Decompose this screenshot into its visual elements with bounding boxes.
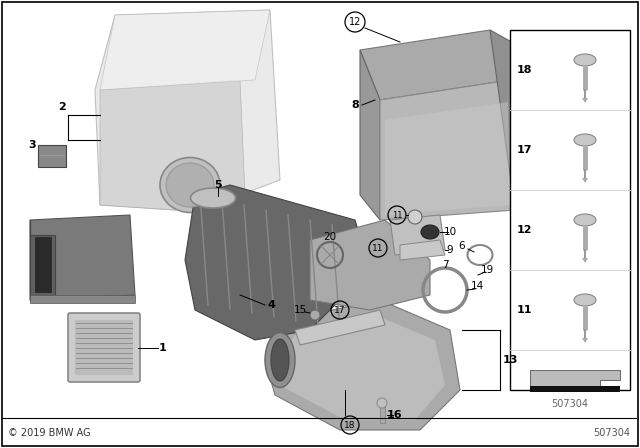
- Ellipse shape: [421, 225, 439, 239]
- Text: 11: 11: [372, 244, 384, 253]
- Polygon shape: [380, 80, 515, 220]
- Ellipse shape: [166, 163, 214, 207]
- Bar: [380, 405, 385, 423]
- Bar: [530, 386, 620, 392]
- Polygon shape: [310, 220, 430, 310]
- Ellipse shape: [574, 54, 596, 66]
- Ellipse shape: [574, 294, 596, 306]
- Polygon shape: [490, 30, 540, 210]
- Text: 9: 9: [447, 245, 453, 255]
- Circle shape: [408, 210, 422, 224]
- Ellipse shape: [579, 170, 591, 180]
- Ellipse shape: [271, 339, 289, 381]
- Text: 8: 8: [351, 100, 359, 110]
- Polygon shape: [520, 130, 625, 355]
- Text: 18: 18: [516, 65, 532, 75]
- Text: 13: 13: [502, 355, 518, 365]
- Text: 2: 2: [58, 102, 66, 112]
- Text: 1: 1: [159, 343, 167, 353]
- Polygon shape: [265, 300, 460, 430]
- Polygon shape: [278, 315, 445, 420]
- Polygon shape: [100, 10, 270, 90]
- Polygon shape: [95, 10, 280, 210]
- Text: 5: 5: [214, 180, 222, 190]
- Text: 14: 14: [470, 281, 484, 291]
- Polygon shape: [30, 220, 55, 300]
- Polygon shape: [100, 80, 245, 210]
- Ellipse shape: [191, 188, 236, 208]
- Polygon shape: [582, 98, 588, 103]
- Bar: [38, 145, 66, 167]
- Polygon shape: [510, 100, 630, 380]
- Polygon shape: [185, 185, 370, 340]
- Bar: [30, 295, 135, 303]
- Text: 3: 3: [28, 140, 36, 150]
- Text: 19: 19: [481, 265, 493, 275]
- FancyBboxPatch shape: [68, 313, 140, 382]
- Text: 507304: 507304: [593, 428, 630, 438]
- Bar: [75, 320, 133, 375]
- Ellipse shape: [569, 191, 591, 209]
- Text: 10: 10: [444, 227, 456, 237]
- Text: 6: 6: [459, 241, 465, 251]
- Text: 16: 16: [387, 410, 403, 420]
- Text: 17: 17: [334, 306, 346, 314]
- Polygon shape: [295, 310, 385, 345]
- Polygon shape: [390, 215, 445, 255]
- Polygon shape: [30, 215, 135, 300]
- Bar: [35, 237, 51, 292]
- Polygon shape: [582, 338, 588, 343]
- Bar: [510, 30, 630, 390]
- Ellipse shape: [565, 292, 585, 308]
- Text: 12: 12: [349, 17, 361, 27]
- Ellipse shape: [265, 332, 295, 388]
- Polygon shape: [360, 30, 510, 100]
- Polygon shape: [360, 50, 380, 220]
- Polygon shape: [582, 258, 588, 263]
- Circle shape: [310, 310, 320, 320]
- Text: 15: 15: [293, 305, 307, 315]
- Text: 12: 12: [516, 225, 532, 235]
- Text: 4: 4: [267, 300, 275, 310]
- Text: 11: 11: [516, 305, 532, 315]
- Text: 20: 20: [323, 232, 337, 242]
- Text: 18: 18: [344, 421, 356, 430]
- Polygon shape: [385, 102, 510, 215]
- Polygon shape: [530, 370, 620, 386]
- Text: © 2019 BMW AG: © 2019 BMW AG: [8, 428, 91, 438]
- Text: 7: 7: [442, 260, 448, 270]
- Text: 11: 11: [392, 211, 403, 220]
- Ellipse shape: [561, 242, 579, 258]
- Text: 17: 17: [516, 145, 532, 155]
- Ellipse shape: [574, 214, 596, 226]
- Text: 507304: 507304: [552, 399, 589, 409]
- Ellipse shape: [160, 158, 220, 212]
- Polygon shape: [582, 178, 588, 183]
- Polygon shape: [400, 240, 445, 260]
- Circle shape: [377, 398, 387, 408]
- Ellipse shape: [574, 134, 596, 146]
